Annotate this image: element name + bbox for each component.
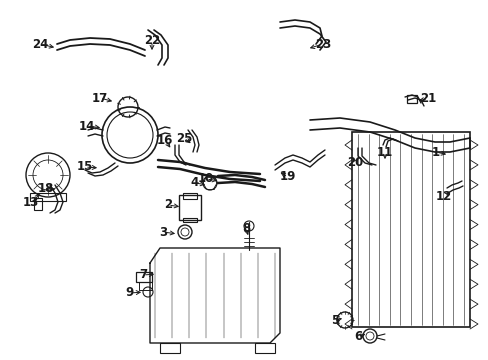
Text: 11: 11 — [376, 145, 392, 158]
Bar — [183, 193, 197, 199]
Text: 20: 20 — [346, 157, 363, 170]
Text: 23: 23 — [314, 37, 330, 50]
Text: 13: 13 — [23, 197, 39, 210]
Text: 3: 3 — [159, 225, 167, 238]
Bar — [136, 272, 152, 282]
Text: 17: 17 — [92, 91, 108, 104]
Text: 10: 10 — [198, 172, 214, 185]
Text: 5: 5 — [330, 314, 339, 327]
Text: 21: 21 — [419, 93, 435, 105]
Text: 12: 12 — [435, 189, 451, 202]
Bar — [34, 198, 42, 210]
Text: 4: 4 — [190, 176, 199, 189]
Bar — [351, 132, 469, 327]
Text: 14: 14 — [79, 120, 95, 132]
Text: 22: 22 — [143, 35, 160, 48]
Text: 16: 16 — [157, 134, 173, 147]
Text: 6: 6 — [353, 330, 362, 343]
Text: 24: 24 — [32, 37, 48, 50]
Text: 25: 25 — [176, 131, 192, 144]
Text: 18: 18 — [38, 181, 54, 194]
Text: 15: 15 — [77, 161, 93, 174]
Bar — [160, 343, 180, 353]
Bar — [254, 343, 274, 353]
Bar — [406, 95, 416, 103]
Text: 19: 19 — [279, 171, 296, 184]
Text: 1: 1 — [431, 145, 439, 158]
Text: 2: 2 — [163, 198, 172, 211]
Text: 9: 9 — [125, 287, 134, 300]
Text: 8: 8 — [242, 221, 250, 234]
Text: 7: 7 — [139, 269, 147, 282]
Bar — [183, 218, 197, 222]
Bar — [30, 193, 66, 201]
Bar — [179, 195, 201, 220]
